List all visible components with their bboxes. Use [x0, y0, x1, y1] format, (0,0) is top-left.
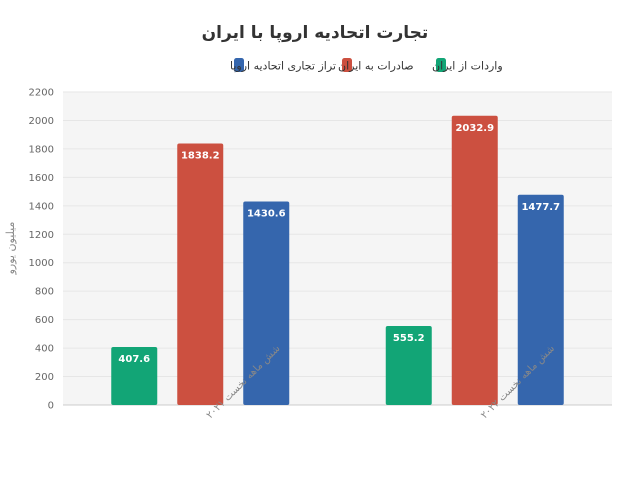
bar — [385, 326, 432, 405]
data-label: 555.2 — [393, 333, 425, 344]
legend-swatch — [436, 58, 446, 72]
legend-label: تراز تجاری اتحادیه اروپا — [230, 60, 336, 73]
y-axis-label: میلیون یورو — [4, 222, 17, 276]
bars: 407.6 1838.2 1430.6 555.2 2032.9 1477.7 — [111, 115, 564, 405]
y-tick-label: 2000 — [29, 116, 54, 127]
data-label: 1838.2 — [181, 150, 220, 161]
bar — [517, 194, 564, 405]
data-label: 407.6 — [118, 354, 150, 365]
y-tick-label: 1000 — [29, 258, 54, 269]
y-tick-label: 1200 — [29, 230, 54, 241]
y-tick-label: 1800 — [29, 144, 54, 155]
bar — [177, 143, 224, 405]
chart-title: تجارت اتحادیه اروپا با ایران — [202, 23, 429, 43]
legend-swatch — [234, 58, 244, 72]
y-tick-label: 800 — [35, 287, 54, 298]
legend-label: واردات از ایران — [432, 60, 503, 73]
y-tick-label: 2200 — [29, 88, 54, 99]
y-tick-label: 400 — [35, 344, 54, 355]
bar — [451, 115, 498, 405]
y-tick-label: 600 — [35, 315, 54, 326]
y-tick-label: 200 — [35, 372, 54, 383]
data-label: 1477.7 — [521, 202, 560, 213]
y-tick-label: 1400 — [29, 201, 54, 212]
bar — [111, 347, 158, 405]
y-tick-label: 0 — [48, 401, 54, 412]
bar — [243, 201, 290, 405]
legend-label: صادرات به ایران — [338, 60, 414, 73]
data-label: 1430.6 — [247, 208, 286, 219]
data-label: 2032.9 — [455, 123, 494, 134]
legend-swatch — [342, 58, 352, 72]
y-tick-label: 1600 — [29, 173, 54, 184]
